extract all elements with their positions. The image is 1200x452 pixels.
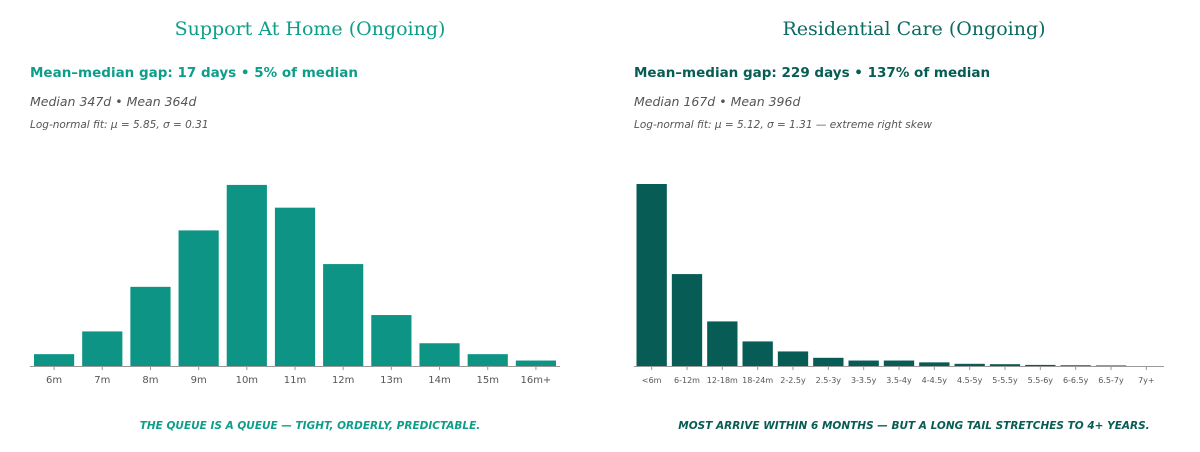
histogram-bar bbox=[371, 315, 412, 366]
x-tick-label: 15m bbox=[476, 375, 498, 386]
median-mean-stats: Median 167d • Mean 396d bbox=[634, 94, 800, 109]
histogram-bar bbox=[848, 360, 879, 366]
bullet-separator: • bbox=[849, 65, 868, 81]
x-tick-label: 11m bbox=[284, 375, 306, 386]
histogram-bar bbox=[777, 351, 809, 366]
histogram-bar bbox=[742, 341, 773, 366]
bullet-separator: • bbox=[715, 94, 731, 109]
histogram-bar bbox=[883, 360, 915, 366]
x-tick-label: 6-6.5y bbox=[1063, 376, 1089, 385]
x-tick-label: 2.5-3y bbox=[816, 376, 842, 385]
gap-percent: 137% of median bbox=[867, 65, 991, 81]
histogram-bar bbox=[419, 343, 460, 366]
histogram-bar bbox=[954, 363, 985, 366]
gap-summary: Mean–median gap: 17 days • 5% of median bbox=[30, 65, 358, 81]
histogram-bar bbox=[178, 230, 219, 366]
median-label: Median 347d bbox=[30, 94, 112, 109]
histogram-bar bbox=[82, 331, 123, 366]
histogram-bar bbox=[1095, 365, 1127, 366]
chart-caption: THE QUEUE IS A QUEUE — TIGHT, ORDERLY, P… bbox=[139, 420, 481, 432]
histogram-bar bbox=[34, 354, 75, 366]
bullet-separator: • bbox=[236, 65, 255, 81]
x-tick-label: 9m bbox=[191, 375, 207, 386]
x-tick-label: 16m+ bbox=[520, 375, 551, 386]
histogram-bar bbox=[226, 184, 267, 366]
chart-panel-residential-care: Residential Care (Ongoing) Mean–median g… bbox=[634, 0, 1194, 452]
median-label: Median 167d bbox=[634, 94, 716, 109]
x-tick-label: 3.5-4y bbox=[886, 376, 912, 385]
x-tick-label: 5-5.5y bbox=[992, 376, 1018, 385]
lognormal-fit-label: Log-normal fit: μ = 5.12, σ = 1.31 — ext… bbox=[634, 119, 932, 131]
x-tick-label: 6m bbox=[46, 375, 62, 386]
x-tick-label: 7m bbox=[94, 375, 110, 386]
histogram-bar bbox=[813, 357, 844, 366]
chart-panel-support-at-home: Support At Home (Ongoing) Mean–median ga… bbox=[30, 0, 590, 452]
histogram-chart: <6m 6-12m 12-18m 18-24m 2-2.5y 2.5-3y 3-3.5y 3.… bbox=[634, 184, 1164, 385]
histogram-bar bbox=[130, 286, 171, 366]
histogram-bar bbox=[1060, 365, 1091, 366]
histogram-bar bbox=[707, 321, 738, 366]
bullet-separator: • bbox=[111, 94, 127, 109]
x-tick-label: 4-4.5y bbox=[922, 376, 948, 385]
histogram-bar bbox=[989, 364, 1021, 366]
x-tick-label: 6.5-7y bbox=[1098, 376, 1124, 385]
histogram-bar bbox=[467, 354, 508, 366]
histogram-bar bbox=[1025, 364, 1056, 366]
x-tick-label: 5.5-6y bbox=[1028, 376, 1054, 385]
gap-label: Mean–median gap: 17 days bbox=[30, 65, 237, 81]
x-tick-label: 8m bbox=[142, 375, 158, 386]
x-tick-label: 12-18m bbox=[707, 376, 738, 385]
x-tick-label: 6-12m bbox=[674, 376, 700, 385]
lognormal-fit-label: Log-normal fit: μ = 5.85, σ = 0.31 bbox=[30, 119, 209, 131]
x-tick-label: 7y+ bbox=[1138, 376, 1155, 385]
histogram-bar bbox=[919, 362, 950, 366]
x-tick-label: 18-24m bbox=[742, 376, 773, 385]
x-tick-label: 10m bbox=[236, 375, 258, 386]
x-tick-label: 12m bbox=[332, 375, 354, 386]
histogram-chart: 6m 7m 8m 9m 10m 11m 12m 13m 14m 15m 16m+ bbox=[30, 184, 560, 386]
histogram-bar bbox=[515, 360, 556, 366]
gap-label: Mean–median gap: 229 days bbox=[634, 65, 850, 81]
gap-percent: 5% of median bbox=[254, 65, 358, 81]
median-mean-stats: Median 347d • Mean 364d bbox=[30, 94, 196, 109]
chart-caption: MOST ARRIVE WITHIN 6 MONTHS — BUT A LONG… bbox=[678, 420, 1150, 432]
histogram-bar bbox=[274, 207, 316, 366]
x-tick-label: 13m bbox=[380, 375, 402, 386]
x-tick-label: <6m bbox=[642, 376, 662, 385]
x-tick-label: 3-3.5y bbox=[851, 376, 877, 385]
histogram-bar bbox=[671, 274, 703, 366]
mean-label: Mean 364d bbox=[126, 94, 197, 109]
x-tick-label: 14m bbox=[428, 375, 450, 386]
mean-label: Mean 396d bbox=[730, 94, 801, 109]
histogram-bar bbox=[636, 184, 667, 366]
x-tick-label: 2-2.5y bbox=[780, 376, 806, 385]
histogram-bar bbox=[323, 264, 364, 366]
chart-title: Support At Home (Ongoing) bbox=[174, 18, 446, 40]
x-tick-label: 4.5-5y bbox=[957, 376, 983, 385]
gap-summary: Mean–median gap: 229 days • 137% of medi… bbox=[634, 65, 990, 81]
chart-title: Residential Care (Ongoing) bbox=[782, 18, 1046, 40]
